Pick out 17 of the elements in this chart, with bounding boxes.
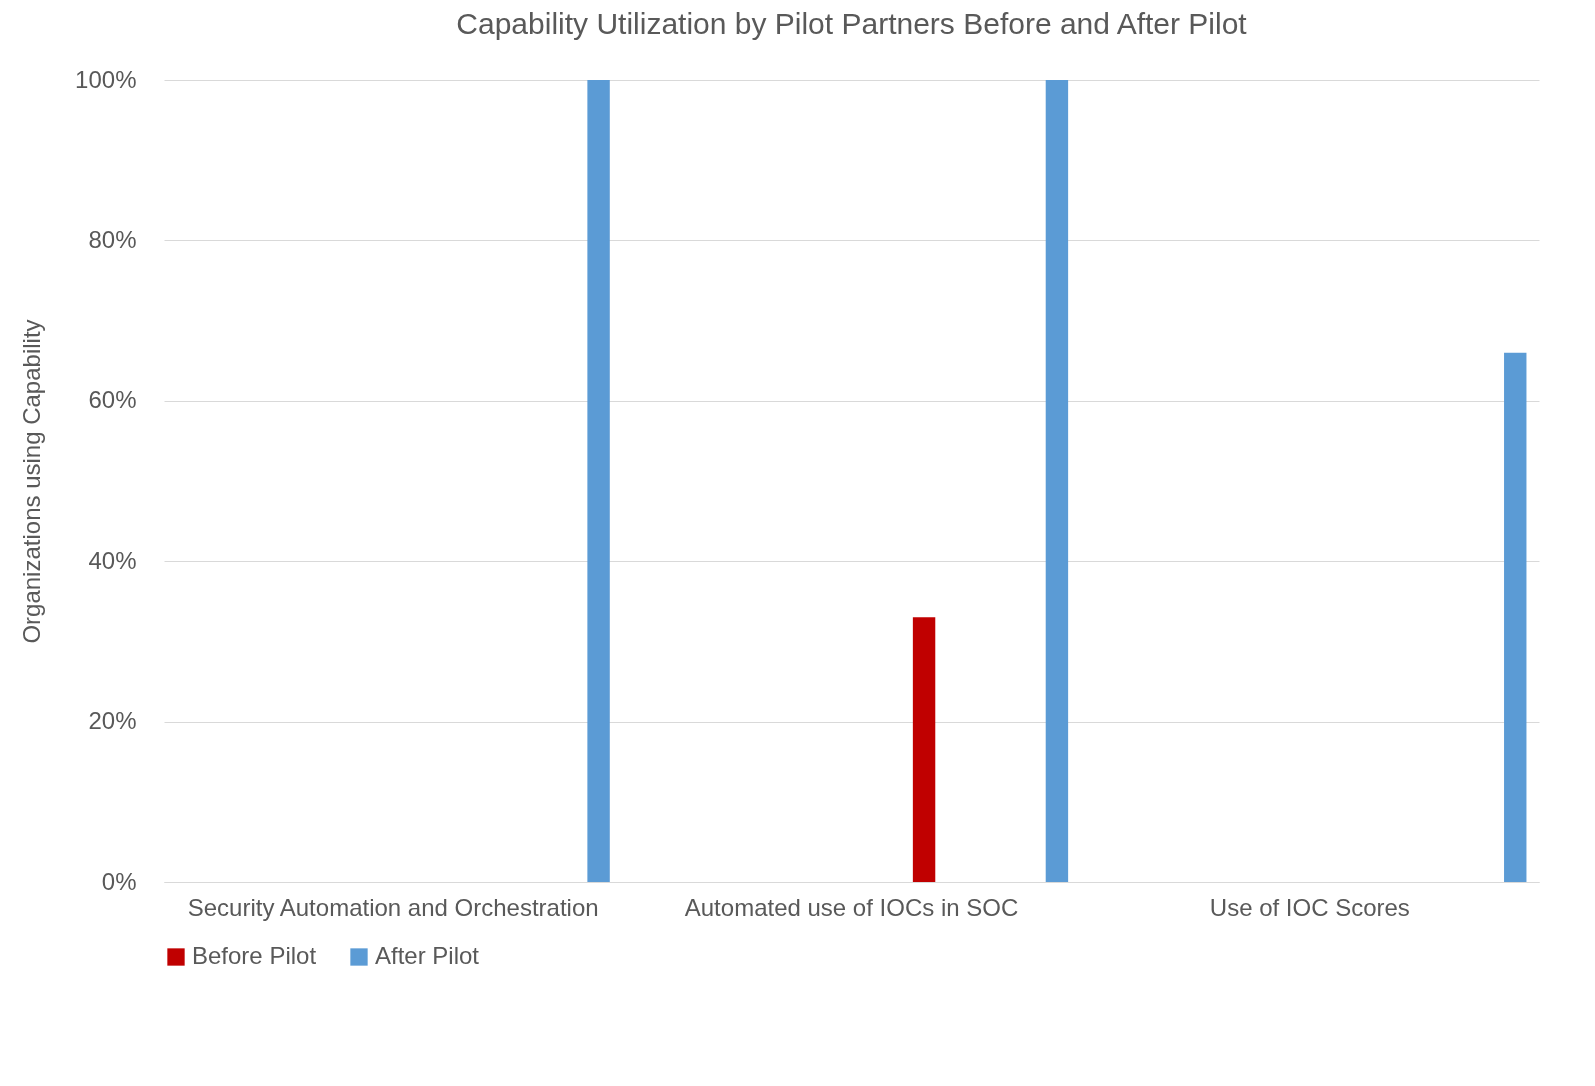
bar bbox=[1045, 80, 1069, 882]
y-tick-label: 20% bbox=[88, 707, 137, 735]
y-tick-label: 80% bbox=[88, 225, 137, 253]
x-tick-label: Security Automation and Orchestration bbox=[187, 893, 599, 921]
y-tick-label: 100% bbox=[75, 65, 137, 93]
x-tick-label: Automated use of IOCs in SOC bbox=[684, 893, 1019, 921]
bar bbox=[1504, 352, 1527, 882]
y-tick-label: 0% bbox=[101, 867, 137, 895]
y-axis-title: Organizations using Capability bbox=[18, 319, 46, 644]
x-tick-label: Use of IOC Scores bbox=[1209, 893, 1410, 921]
bar bbox=[912, 617, 936, 882]
legend-label: After Pilot bbox=[375, 942, 480, 969]
bar bbox=[587, 80, 610, 882]
y-tick-label: 60% bbox=[88, 386, 137, 414]
chart-title: Capability Utilization by Pilot Partners Before and After Pilot bbox=[456, 7, 1248, 40]
legend-label: Before Pilot bbox=[192, 942, 317, 969]
y-tick-label: 40% bbox=[88, 546, 137, 574]
